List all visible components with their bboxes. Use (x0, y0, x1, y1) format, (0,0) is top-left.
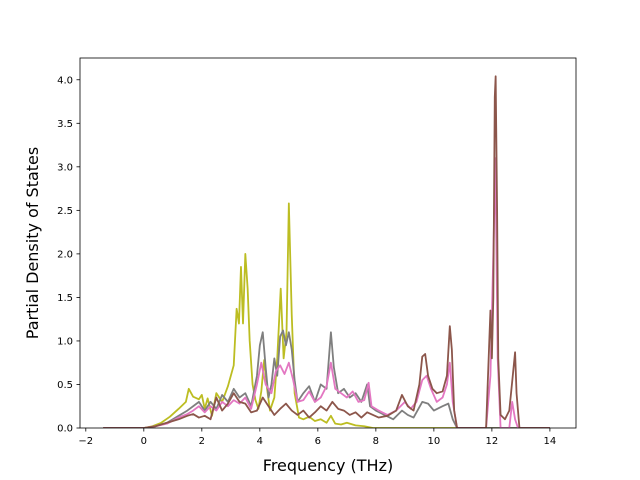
y-tick-label: 1.0 (57, 336, 73, 347)
y-tick-label: 4.0 (57, 75, 73, 86)
series-line-1 (103, 202, 550, 428)
x-tick-label: 8 (373, 436, 379, 447)
y-tick-label: 3.0 (57, 162, 73, 173)
x-tick-label: −2 (78, 436, 93, 447)
y-tick-label: 0.5 (57, 380, 73, 391)
series-line-2 (103, 329, 550, 428)
y-tick-label: 3.5 (57, 119, 73, 130)
x-tick-label: 4 (257, 436, 263, 447)
y-axis: 0.0 0.5 1.0 1.5 2.0 2.5 3.0 3.5 4.0 (57, 75, 80, 435)
y-tick-label: 2.0 (57, 249, 73, 260)
y-axis-label: Partial Density of States (23, 147, 42, 339)
axes-frame (79, 57, 577, 429)
x-tick-label: 14 (544, 436, 557, 447)
x-axis: −2 0 2 4 6 8 10 12 14 (78, 428, 556, 447)
x-tick-label: 0 (141, 436, 147, 447)
x-tick-label: 12 (486, 436, 499, 447)
y-tick-label: 1.5 (57, 293, 73, 304)
series-line-3 (103, 157, 550, 428)
y-tick-label: 2.5 (57, 206, 73, 217)
series-line-4 (103, 75, 550, 428)
x-tick-label: 6 (315, 436, 321, 447)
x-axis-label: Frequency (THz) (263, 456, 393, 475)
plot-area (103, 75, 550, 428)
x-tick-label: 2 (199, 436, 205, 447)
x-tick-label: 10 (428, 436, 441, 447)
y-tick-label: 0.0 (57, 424, 73, 435)
